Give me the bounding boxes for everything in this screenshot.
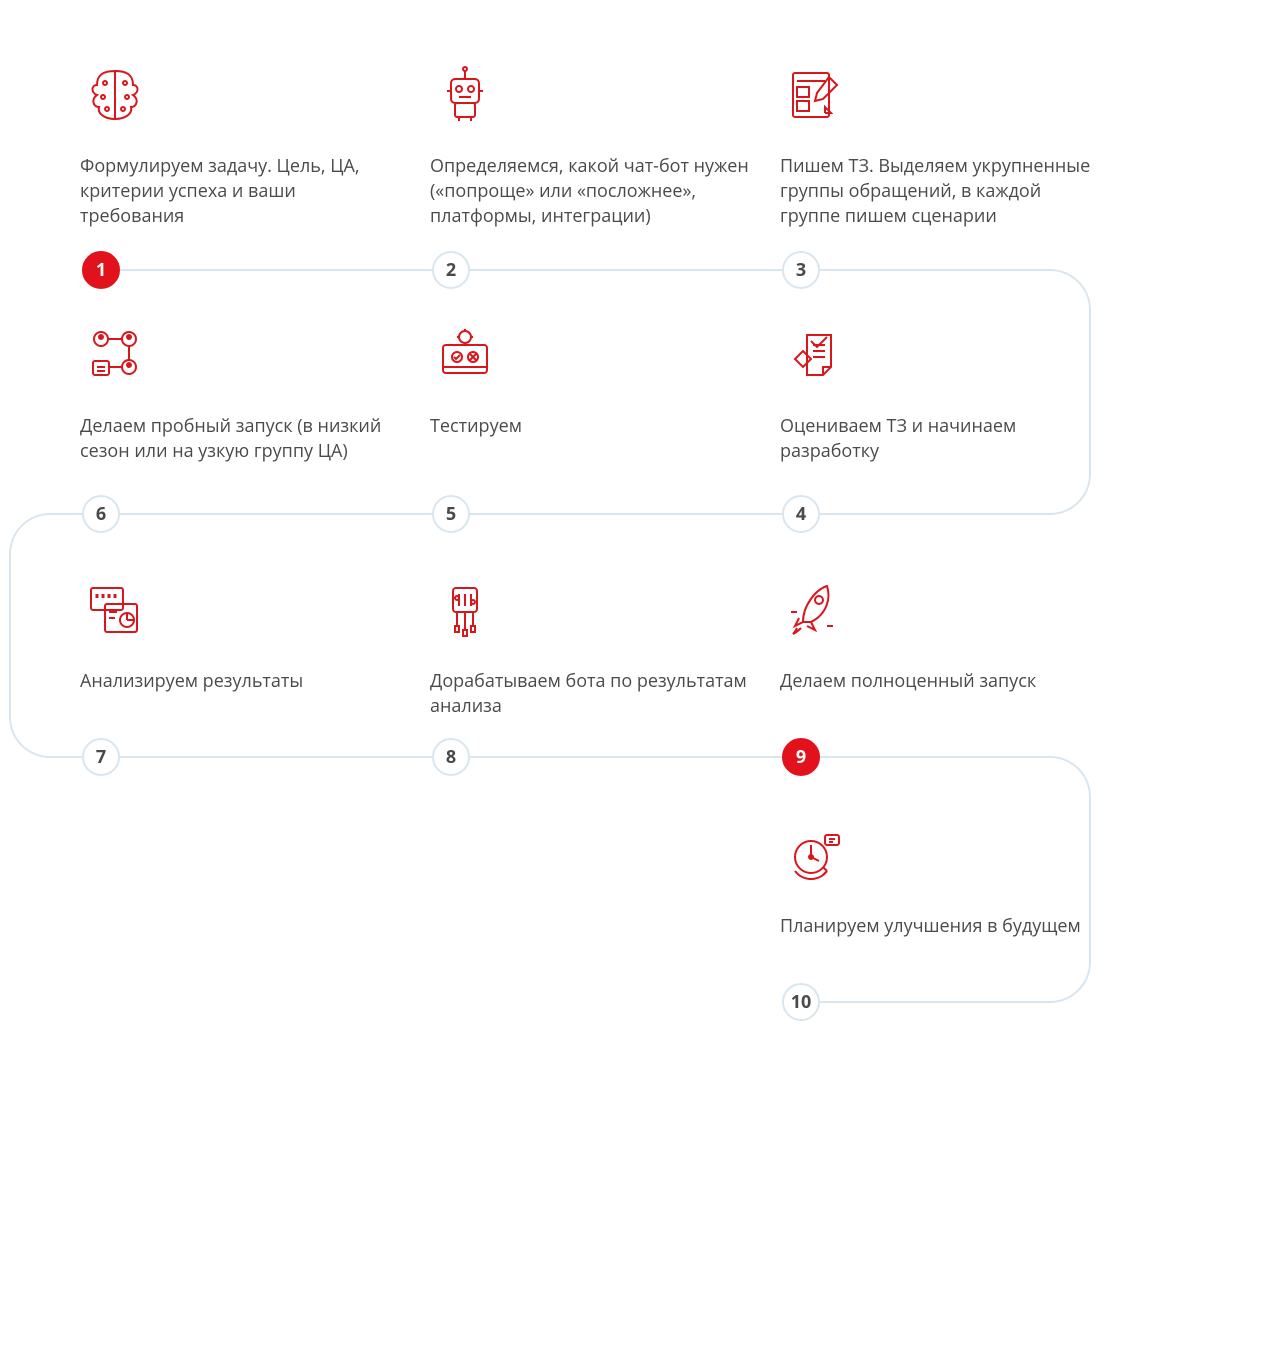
step-text: Анализируем результаты <box>80 669 400 694</box>
process-diagram: Формулируем задачу. Цель, ЦА, критерии у… <box>0 0 1280 1350</box>
step-4: Оцениваем ТЗ и начинаем разработку <box>780 320 1100 464</box>
step-number-10: 10 <box>782 983 820 1021</box>
step-text: Делаем полноценный запуск <box>780 669 1100 694</box>
improve-icon <box>430 575 500 645</box>
review-icon <box>780 320 850 390</box>
step-number-4: 4 <box>782 495 820 533</box>
step-text: Дорабатываем бота по результатам анализа <box>430 669 750 719</box>
step-5: Тестируем <box>430 320 750 439</box>
step-text: Делаем пробный запуск (в низкий сезон ил… <box>80 414 400 464</box>
step-number-3: 3 <box>782 251 820 289</box>
analyze-icon <box>80 575 150 645</box>
robot-icon <box>430 60 500 130</box>
step-8: Дорабатываем бота по результатам анализа <box>430 575 750 719</box>
step-number-6: 6 <box>82 495 120 533</box>
step-9: Делаем полноценный запуск <box>780 575 1100 694</box>
users-icon <box>80 320 150 390</box>
rocket-icon <box>780 575 850 645</box>
step-number-8: 8 <box>432 738 470 776</box>
clock-icon <box>780 820 850 890</box>
step-number-1: 1 <box>82 251 120 289</box>
step-number-2: 2 <box>432 251 470 289</box>
step-text: Тестируем <box>430 414 750 439</box>
step-number-5: 5 <box>432 495 470 533</box>
step-text: Формулируем задачу. Цель, ЦА, критерии у… <box>80 154 400 230</box>
step-text: Пишем ТЗ. Выделяем укрупненные группы об… <box>780 154 1100 230</box>
step-text: Планируем улучшения в будущем <box>780 914 1100 939</box>
step-10: Планируем улучшения в будущем <box>780 820 1100 939</box>
step-text: Оцениваем ТЗ и начинаем разработку <box>780 414 1100 464</box>
step-number-7: 7 <box>82 738 120 776</box>
step-1: Формулируем задачу. Цель, ЦА, критерии у… <box>80 60 400 230</box>
step-2: Определяемся, какой чат-бот нужен («попр… <box>430 60 750 230</box>
step-3: Пишем ТЗ. Выделяем укрупненные группы об… <box>780 60 1100 230</box>
brain-icon <box>80 60 150 130</box>
test-icon <box>430 320 500 390</box>
step-6: Делаем пробный запуск (в низкий сезон ил… <box>80 320 400 464</box>
step-number-9: 9 <box>782 738 820 776</box>
spec-icon <box>780 60 850 130</box>
step-7: Анализируем результаты <box>80 575 400 694</box>
step-text: Определяемся, какой чат-бот нужен («попр… <box>430 154 750 230</box>
